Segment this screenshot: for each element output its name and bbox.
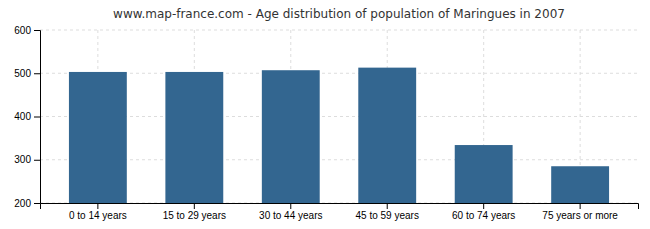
- bar: [262, 70, 320, 203]
- tick-mark: [97, 203, 98, 209]
- tick-mark: [34, 203, 40, 204]
- tick-label: 200: [14, 198, 31, 209]
- bar: [69, 72, 127, 203]
- grid-line: [40, 30, 638, 31]
- plot: 0 to 14 years 15 to 29 years 30 to 44 year…: [14, 25, 638, 229]
- tick-label: 30 to 44 years: [259, 210, 322, 221]
- grid-line: [40, 116, 638, 117]
- grid-line: [40, 159, 638, 160]
- tick: 400: [14, 111, 40, 122]
- tick-label: 500: [14, 68, 31, 79]
- chart: 0 to 14 years 15 to 29 years 30 to 44 year…: [0, 0, 650, 229]
- tick: 60 to 74 years: [452, 203, 515, 221]
- tick-mark: [194, 203, 195, 209]
- tick-label: 0 to 14 years: [69, 210, 127, 221]
- tick-mark: [387, 203, 388, 209]
- bar: [358, 68, 416, 203]
- tick-mark: [34, 117, 40, 118]
- tick-label: 400: [14, 111, 31, 122]
- tick-mark: [34, 73, 40, 74]
- tick: 30 to 44 years: [259, 203, 322, 221]
- tick-mark: [580, 203, 581, 209]
- tick-mark: [290, 203, 291, 209]
- grid: [40, 30, 638, 203]
- y-axis: 200 300 400 500 600: [14, 25, 40, 209]
- tick-label: 60 to 74 years: [452, 210, 515, 221]
- tick: 0 to 14 years: [69, 203, 127, 221]
- tick: 200: [14, 198, 40, 209]
- grid-line: [40, 73, 638, 74]
- tick: 600: [14, 25, 40, 36]
- bars: [69, 68, 609, 203]
- tick-label: 45 to 59 years: [356, 210, 419, 221]
- tick: 15 to 29 years: [163, 203, 226, 221]
- tick-label: 300: [14, 154, 31, 165]
- tick-mark: [483, 203, 484, 209]
- tick: 300: [14, 154, 40, 165]
- tick-label: 600: [14, 25, 31, 36]
- title: www.map-france.com - Age distribution of…: [113, 7, 565, 21]
- tick: 75 years or more: [542, 203, 618, 221]
- tick-mark: [34, 30, 40, 31]
- tick: 500: [14, 68, 40, 79]
- bar: [165, 72, 223, 203]
- tick-label: 75 years or more: [542, 210, 618, 221]
- bar: [551, 166, 609, 203]
- tick: 45 to 59 years: [356, 203, 419, 221]
- tick-mark: [34, 160, 40, 161]
- x-axis: 0 to 14 years 15 to 29 years 30 to 44 year…: [41, 203, 639, 221]
- tick-label: 15 to 29 years: [163, 210, 226, 221]
- axis-line: [34, 31, 41, 204]
- axis-line: [41, 204, 639, 210]
- bar: [455, 145, 513, 203]
